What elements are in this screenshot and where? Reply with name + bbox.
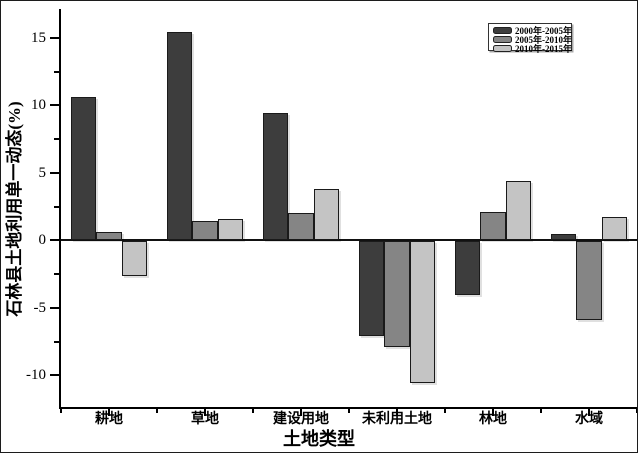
x-axis-title: 土地类型 [283,429,355,449]
x-minor-tick [636,409,637,413]
y-major-tick [50,104,59,107]
y-major-tick [50,36,59,39]
y-major-tick [50,171,59,174]
x-minor-tick [60,409,62,413]
legend: 2000年-2005年 2005年-2010年 2010年-2015年 [488,23,572,53]
y-minor-tick [54,70,59,73]
x-major-tick [108,409,110,416]
category-label: 水域 [575,412,603,427]
y-tick-label: 5 [38,164,47,181]
x-axis-line [59,407,637,409]
legend-label: 2000年-2005年 [515,25,572,36]
bar [192,221,218,241]
legend-item: 2000年-2005年 [493,26,572,35]
y-minor-tick [54,138,59,141]
y-minor-tick [54,205,59,208]
legend-item: 2005年-2010年 [493,35,572,44]
category-label: 建设用地 [273,412,329,427]
legend-swatch [493,36,512,43]
legend-label: 2005年-2010年 [515,34,572,45]
bar [601,217,628,241]
legend-swatch [493,27,512,34]
x-minor-tick [156,409,158,413]
bar [166,32,193,241]
bar [358,241,385,336]
bar [384,241,410,347]
bar [505,180,532,241]
y-tick-label: -10 [26,367,46,384]
legend-swatch [493,45,512,52]
category-label: 林地 [479,412,507,427]
category-label: 耕地 [95,412,123,427]
y-tick-label: 10 [31,97,46,114]
bar [480,211,506,241]
y-axis-line [59,9,61,409]
category-label: 未利用土地 [362,412,432,427]
bar [576,241,602,320]
x-minor-tick [540,409,542,413]
x-minor-tick [252,409,254,413]
bar [70,97,97,241]
bar [409,241,436,384]
bar [454,241,481,296]
zero-line [61,239,637,242]
y-minor-tick [54,340,59,343]
legend-item: 2010年-2015年 [493,44,572,53]
y-tick-label: 0 [38,232,47,249]
y-major-tick [50,306,59,309]
y-major-tick [50,239,59,242]
x-major-tick [300,409,302,416]
bar [262,113,289,241]
bar [550,233,577,241]
x-major-tick [204,409,206,416]
bar [96,232,122,241]
x-major-tick [492,409,494,416]
y-tick-label: 15 [31,29,46,46]
x-major-tick [396,409,398,416]
bar [217,218,244,241]
y-tick-label: -5 [33,299,47,316]
y-minor-tick [54,273,59,276]
x-minor-tick [444,409,446,413]
bar [288,213,314,241]
bar [121,241,148,277]
y-major-tick [50,374,59,377]
x-minor-tick [348,409,350,413]
category-label: 草地 [191,412,219,427]
bar [313,189,340,241]
legend-label: 2010年-2015年 [515,43,572,54]
x-major-tick [588,409,590,416]
y-axis-title: 石林县土地利用单一动态(%) [5,101,24,317]
